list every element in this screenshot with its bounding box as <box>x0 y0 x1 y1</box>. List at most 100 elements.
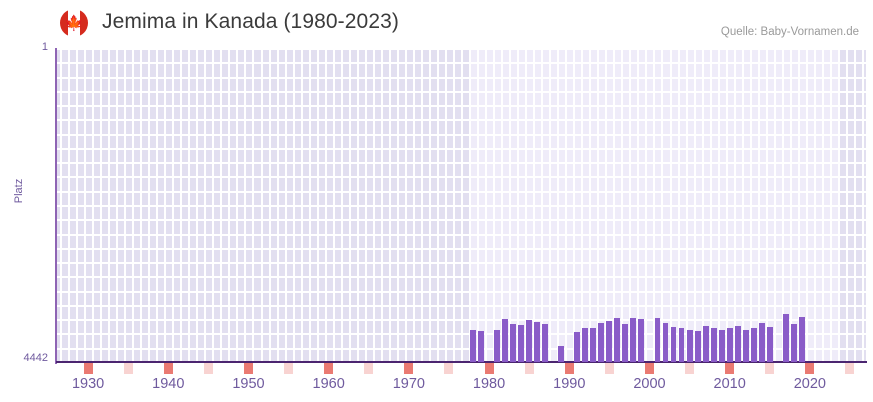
x-axis-tick-label: 2020 <box>793 376 826 392</box>
bar <box>702 325 709 362</box>
x-axis-tick-label: 1980 <box>472 376 506 392</box>
grid-line-horizontal <box>56 219 866 221</box>
grid-line-horizontal <box>56 105 866 107</box>
bar <box>758 322 765 362</box>
x-tick-major <box>725 363 735 374</box>
maple-leaf-icon: 🍁 <box>64 14 84 32</box>
x-tick-minor <box>524 363 534 374</box>
bar <box>638 318 645 362</box>
bar <box>630 318 637 362</box>
chart-header: 🍁 Jemima in Kanada (1980-2023) Quelle: B… <box>0 0 873 46</box>
x-tick-major <box>163 363 173 374</box>
bar <box>598 322 605 362</box>
bar <box>654 318 661 362</box>
bar <box>614 318 621 362</box>
bar <box>798 316 805 362</box>
bar <box>526 320 533 362</box>
bar <box>518 324 525 362</box>
x-tick-major <box>83 363 93 374</box>
bar <box>718 330 725 362</box>
grid-line-horizontal <box>56 205 866 207</box>
x-tick-minor <box>444 363 454 374</box>
bar <box>502 318 509 362</box>
grid-line-horizontal <box>56 262 866 264</box>
x-tick-minor <box>364 363 374 374</box>
grid-line-horizontal <box>56 276 866 278</box>
grid-line-horizontal <box>56 333 866 335</box>
x-axis-line <box>56 361 867 363</box>
grid-line-horizontal <box>56 62 866 64</box>
grid-line-horizontal <box>56 319 866 321</box>
plot-area <box>56 48 866 362</box>
x-axis-tick-label: 1940 <box>152 376 185 392</box>
bar <box>622 324 629 362</box>
bar <box>678 327 685 362</box>
bar <box>734 325 741 362</box>
y-axis-tick-top: 1 <box>41 41 48 53</box>
bar <box>606 320 613 362</box>
grid-line-horizontal <box>56 91 866 93</box>
bar <box>782 313 789 362</box>
x-tick-minor <box>123 363 133 374</box>
bar <box>574 332 581 362</box>
y-axis-tick-bottom: 4442 <box>23 352 48 364</box>
x-axis-tick-label: 1960 <box>312 376 345 392</box>
x-tick-major <box>243 363 253 374</box>
y-axis-title: Platz <box>13 178 25 204</box>
x-axis-tick-label: 1930 <box>71 376 105 392</box>
grid-line-horizontal <box>56 134 866 136</box>
x-tick-major <box>564 363 574 374</box>
bar <box>766 327 773 362</box>
bar <box>662 322 669 362</box>
grid-line-horizontal <box>56 291 866 293</box>
x-axis-tick-label: 1950 <box>232 376 265 392</box>
grid-line-horizontal <box>56 176 866 178</box>
bar <box>478 330 484 362</box>
grid-line-horizontal <box>56 162 866 164</box>
x-tick-minor <box>284 363 294 374</box>
bar-series <box>56 48 866 362</box>
bar <box>790 324 797 362</box>
x-tick-major <box>324 363 334 374</box>
grid-line-horizontal <box>56 348 866 350</box>
bar <box>534 321 541 362</box>
grid-line-horizontal <box>56 305 866 307</box>
bar <box>726 328 733 362</box>
x-tick-minor <box>845 363 855 374</box>
x-axis-tick-label: 2010 <box>713 376 746 392</box>
y-axis-line <box>55 48 57 364</box>
flag-band-left <box>60 9 68 37</box>
grid-line-horizontal <box>56 234 866 236</box>
bar <box>686 329 693 362</box>
x-tick-minor <box>685 363 695 374</box>
bar <box>590 327 597 362</box>
x-axis-tick-label: 1990 <box>553 376 586 392</box>
x-axis-tick-label: 1970 <box>392 376 425 392</box>
grid-line-horizontal <box>56 148 866 150</box>
grid-line-horizontal <box>56 248 866 250</box>
x-axis-tick-label: 2000 <box>633 376 666 392</box>
page-title: Jemima in Kanada (1980-2023) <box>102 10 399 33</box>
bar <box>750 327 757 362</box>
canada-flag-icon: 🍁 <box>60 9 88 37</box>
bar <box>470 330 476 362</box>
x-tick-major <box>484 363 494 374</box>
bar <box>542 323 549 362</box>
bar <box>694 330 701 362</box>
x-tick-major <box>644 363 654 374</box>
bar <box>510 323 517 362</box>
grid-line-horizontal <box>56 77 866 79</box>
grid-line-horizontal <box>56 119 866 121</box>
bar <box>710 327 717 362</box>
bar <box>670 326 677 362</box>
x-tick-major <box>805 363 815 374</box>
source-attribution: Quelle: Baby-Vornamen.de <box>720 26 859 38</box>
x-tick-minor <box>765 363 775 374</box>
x-tick-minor <box>604 363 614 374</box>
x-tick-major <box>404 363 414 374</box>
x-tick-minor <box>203 363 213 374</box>
bar <box>494 330 501 362</box>
bar <box>582 327 589 362</box>
bar <box>558 346 565 362</box>
